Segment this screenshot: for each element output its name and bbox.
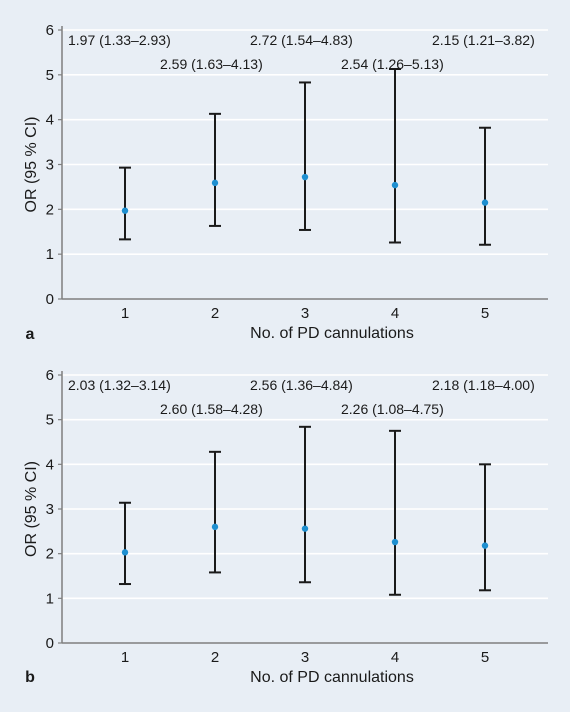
y-axis-title: OR (95 % CI) bbox=[23, 116, 40, 212]
y-tick-label: 2 bbox=[46, 546, 54, 563]
x-axis-title: No. of PD cannulations bbox=[250, 669, 414, 686]
y-tick-label: 4 bbox=[46, 112, 54, 129]
x-tick-label: 3 bbox=[301, 649, 309, 666]
x-tick-label: 1 bbox=[121, 649, 129, 666]
x-tick-label: 5 bbox=[481, 649, 489, 666]
y-tick-label: 4 bbox=[46, 456, 54, 473]
y-tick-label: 5 bbox=[46, 412, 54, 429]
data-label: 2.56 (1.36–4.84) bbox=[250, 377, 353, 393]
data-label: 2.54 (1.26–5.13) bbox=[341, 56, 444, 72]
data-point bbox=[301, 525, 309, 532]
x-tick-label: 5 bbox=[481, 305, 489, 322]
x-tick-label: 4 bbox=[391, 649, 399, 666]
x-tick-label: 2 bbox=[211, 649, 219, 666]
y-tick-label: 3 bbox=[46, 501, 54, 518]
data-point bbox=[391, 538, 399, 546]
data-point bbox=[481, 542, 489, 549]
data-point bbox=[301, 173, 309, 181]
data-label: 2.26 (1.08–4.75) bbox=[341, 401, 444, 417]
x-tick-label: 3 bbox=[301, 305, 309, 322]
data-label: 2.15 (1.21–3.82) bbox=[432, 32, 535, 48]
x-tick-label: 2 bbox=[211, 305, 219, 322]
x-tick-label: 1 bbox=[121, 305, 129, 322]
data-label: 1.97 (1.33–2.93) bbox=[68, 32, 171, 48]
chart-panel-a: 0 1 2 3 4 5 6 1 2 3 4 5 No. of PD cannulations OR (95… bbox=[23, 22, 548, 343]
data-point bbox=[481, 199, 489, 206]
y-tick-label: 1 bbox=[46, 246, 54, 263]
y-tick-label: 3 bbox=[46, 157, 54, 174]
data-point bbox=[211, 523, 219, 531]
y-axis-title: OR (95 % CI) bbox=[23, 461, 40, 557]
y-tick-label: 2 bbox=[46, 201, 54, 218]
x-axis-title: No. of PD cannulations bbox=[250, 325, 414, 342]
data-label: 2.60 (1.58–4.28) bbox=[160, 401, 263, 417]
chart-panel-b: 0 1 2 3 4 5 6 1 2 3 4 5 No. of PD cannulations OR (95… bbox=[23, 367, 548, 686]
panel-label: a bbox=[26, 326, 35, 343]
panel-label: b bbox=[25, 669, 35, 686]
y-tick-label: 1 bbox=[46, 590, 54, 607]
data-label: 2.18 (1.18–4.00) bbox=[432, 377, 535, 393]
data-point bbox=[211, 179, 219, 187]
y-tick-label: 6 bbox=[46, 367, 54, 384]
data-label: 2.72 (1.54–4.83) bbox=[250, 32, 353, 48]
data-point bbox=[121, 207, 129, 214]
data-label: 2.03 (1.32–3.14) bbox=[68, 377, 171, 393]
x-tick-label: 4 bbox=[391, 305, 399, 322]
y-tick-label: 5 bbox=[46, 67, 54, 84]
data-point bbox=[391, 181, 399, 189]
y-tick-label: 0 bbox=[46, 291, 54, 308]
y-tick-label: 6 bbox=[46, 22, 54, 39]
data-label: 2.59 (1.63–4.13) bbox=[160, 56, 263, 72]
y-tick-label: 0 bbox=[46, 635, 54, 652]
data-point bbox=[121, 549, 129, 556]
